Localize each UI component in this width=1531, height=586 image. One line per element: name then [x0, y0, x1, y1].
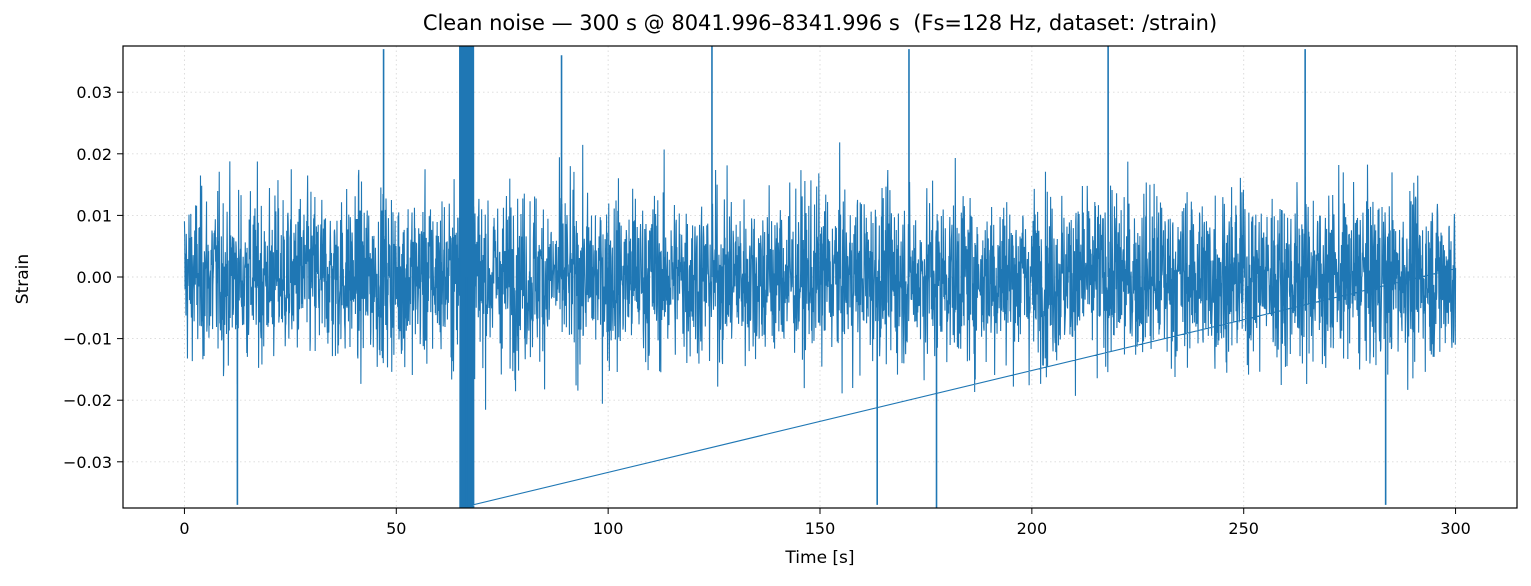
- y-tick-label: 0.03: [76, 83, 112, 102]
- x-tick-label: 50: [386, 519, 406, 538]
- x-axis: 0 50 100 150 200 250 300: [179, 508, 1471, 538]
- x-tick-label: 150: [805, 519, 836, 538]
- y-tick-label: 0.00: [76, 268, 112, 287]
- x-tick-label: 100: [593, 519, 624, 538]
- y-tick-label: 0.02: [76, 145, 112, 164]
- y-tick-label: −0.01: [63, 330, 112, 349]
- x-tick-label: 0: [179, 519, 189, 538]
- series-line: [183, 46, 1457, 508]
- x-tick-label: 250: [1228, 519, 1259, 538]
- chart-title: Clean noise — 300 s @ 8041.996–8341.996 …: [422, 11, 1218, 35]
- y-tick-label: −0.02: [63, 391, 112, 410]
- y-axis-label: Strain: [13, 253, 33, 305]
- x-tick-label: 200: [1017, 519, 1048, 538]
- x-tick-label: 300: [1440, 519, 1471, 538]
- plot-area: [183, 46, 1457, 508]
- y-tick-label: −0.03: [63, 453, 112, 472]
- y-tick-label: 0.01: [76, 206, 112, 225]
- y-axis: −0.03 −0.02 −0.01 0.00 0.01 0.02 0.03: [63, 83, 123, 472]
- x-axis-label: Time [s]: [785, 548, 855, 568]
